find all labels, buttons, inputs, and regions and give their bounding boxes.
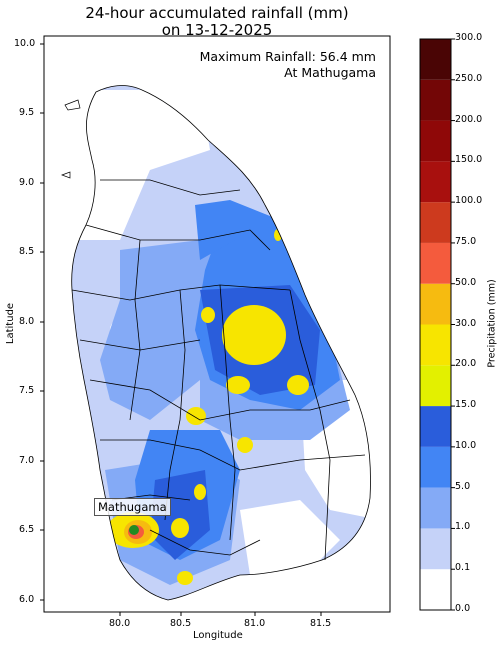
colorbar-segment: [420, 528, 451, 570]
colorbar-segment: [420, 324, 451, 366]
max-rainfall-marker: [129, 525, 139, 535]
colorbar-segment: [420, 202, 451, 243]
axis-ticks: [40, 43, 322, 616]
colorbar-tick-label: 0.1: [455, 562, 471, 574]
y-tick-label: 6.5: [19, 524, 35, 535]
max-rainfall-location: At Mathugama: [284, 65, 376, 80]
colorbar-tick-label: 300.0: [455, 32, 483, 43]
colorbar-tick-label: 100.0: [455, 195, 483, 207]
colorbar-tick-label: 20.0: [455, 358, 477, 370]
colorbar-tick-label: 30.0: [455, 317, 477, 329]
colorbar: [419, 38, 455, 611]
max-rainfall-text: Maximum Rainfall: 56.4 mm: [199, 49, 376, 64]
islands: [61, 99, 81, 179]
y-tick-label: 7.5: [19, 385, 35, 396]
y-tick-label: 8.0: [19, 316, 35, 327]
colorbar-tick-label: 250.0: [455, 72, 483, 84]
colorbar-segment: [420, 242, 451, 284]
x-tick-label: 80.0: [109, 618, 131, 629]
colorbar-segment: [420, 161, 451, 203]
colorbar-segment: [420, 120, 451, 162]
y-tick-label: 10.0: [14, 38, 36, 49]
y-tick-label: 6.0: [19, 594, 35, 605]
x-tick-label: 81.5: [310, 618, 332, 629]
district-boundaries: [71, 85, 371, 601]
colorbar-segment: [420, 365, 451, 407]
colorbar-tick-label: 10.0: [455, 439, 477, 451]
x-axis-title: Longitude: [193, 630, 243, 641]
colorbar-segment: [420, 406, 451, 447]
colorbar-tick-label: 1.0: [455, 521, 471, 533]
y-tick-label: 9.5: [19, 107, 35, 118]
x-tick-label: 80.5: [170, 618, 192, 629]
colorbar-segment: [420, 283, 451, 325]
location-label: Mathugama: [94, 498, 171, 516]
x-tick-label: 81.0: [244, 618, 266, 629]
axes-frame: [43, 35, 391, 613]
colorbar-title: Precipitation (mm): [486, 279, 498, 368]
max-rainfall-annotation: Maximum Rainfall: 56.4 mm At Mathugama: [180, 49, 376, 81]
colorbar-segment: [420, 569, 451, 610]
y-tick-label: 8.5: [19, 246, 35, 257]
colorbar-tick-label: 5.0: [455, 480, 471, 492]
colorbar-tick-label: 0.0: [455, 603, 471, 614]
colorbar-segment: [420, 79, 451, 121]
map-title-line2: on 13-12-2025: [161, 21, 273, 39]
y-tick-label: 9.0: [19, 177, 35, 188]
colorbar-tick-label: 200.0: [455, 113, 483, 125]
colorbar-tick-label: 15.0: [455, 399, 477, 411]
colorbar-segment: [420, 446, 451, 488]
colorbar-tick-label: 50.0: [455, 276, 477, 288]
colorbar-tick-label: 150.0: [455, 154, 483, 166]
map-title-line1: 24-hour accumulated rainfall (mm): [85, 4, 349, 22]
colorbar-tick-label: 75.0: [455, 235, 477, 247]
colorbar-segment: [420, 487, 451, 529]
y-tick-label: 7.0: [19, 455, 35, 466]
y-axis-title: Latitude: [5, 302, 17, 345]
colorbar-segment: [420, 39, 451, 80]
